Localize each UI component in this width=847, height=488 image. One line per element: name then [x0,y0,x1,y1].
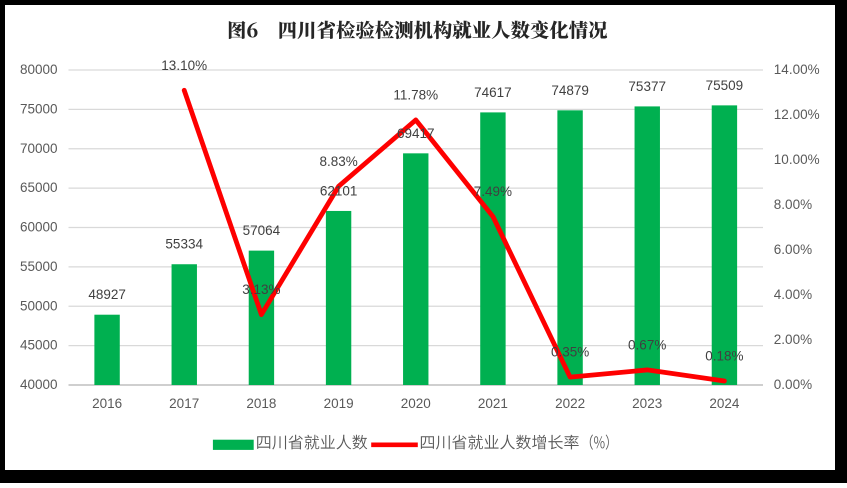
svg-text:55334: 55334 [165,237,203,252]
svg-text:55000: 55000 [20,259,58,274]
svg-text:69417: 69417 [397,126,435,141]
svg-text:62101: 62101 [320,183,358,198]
svg-text:8.83%: 8.83% [319,154,357,169]
svg-text:57064: 57064 [243,223,281,238]
svg-text:0.18%: 0.18% [705,349,743,364]
svg-text:8.00%: 8.00% [774,197,812,212]
svg-text:40000: 40000 [20,377,58,392]
svg-text:10.00%: 10.00% [774,152,820,167]
svg-text:50000: 50000 [20,298,58,313]
svg-text:2022: 2022 [555,396,585,411]
svg-text:74879: 74879 [551,83,589,98]
svg-text:75377: 75377 [628,79,666,94]
svg-text:2020: 2020 [401,396,431,411]
svg-text:2024: 2024 [709,396,740,411]
svg-text:74617: 74617 [474,85,512,100]
svg-text:0.67%: 0.67% [628,338,666,353]
svg-text:2.00%: 2.00% [774,332,812,347]
svg-text:65000: 65000 [20,180,58,195]
svg-text:6.00%: 6.00% [774,242,812,257]
svg-text:13.10%: 13.10% [161,58,207,73]
svg-text:0.00%: 0.00% [774,377,812,392]
svg-text:2019: 2019 [324,396,354,411]
svg-text:11.78%: 11.78% [393,88,438,103]
svg-text:14.00%: 14.00% [774,62,820,77]
svg-text:45000: 45000 [20,338,58,353]
svg-text:2016: 2016 [92,396,122,411]
svg-text:75000: 75000 [20,101,58,116]
svg-text:2018: 2018 [246,396,276,411]
svg-text:60000: 60000 [20,220,58,235]
svg-text:48927: 48927 [88,287,126,302]
svg-text:7.49%: 7.49% [474,184,512,199]
svg-text:4.00%: 4.00% [774,287,812,302]
svg-text:70000: 70000 [20,141,58,156]
svg-text:0.35%: 0.35% [551,345,589,360]
svg-text:2017: 2017 [169,396,199,411]
svg-text:75509: 75509 [706,78,744,93]
svg-text:2023: 2023 [632,396,662,411]
svg-text:80000: 80000 [20,62,58,77]
svg-text:2021: 2021 [478,396,508,411]
svg-text:12.00%: 12.00% [774,107,820,122]
svg-text:3.13%: 3.13% [242,282,280,297]
